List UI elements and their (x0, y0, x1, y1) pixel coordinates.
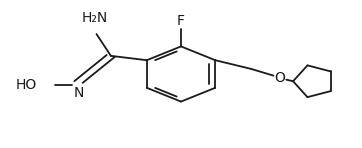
Text: N: N (73, 86, 84, 100)
Text: HO: HO (16, 78, 37, 92)
Text: F: F (177, 14, 185, 28)
Text: O: O (274, 71, 285, 85)
Text: H₂N: H₂N (81, 11, 108, 25)
